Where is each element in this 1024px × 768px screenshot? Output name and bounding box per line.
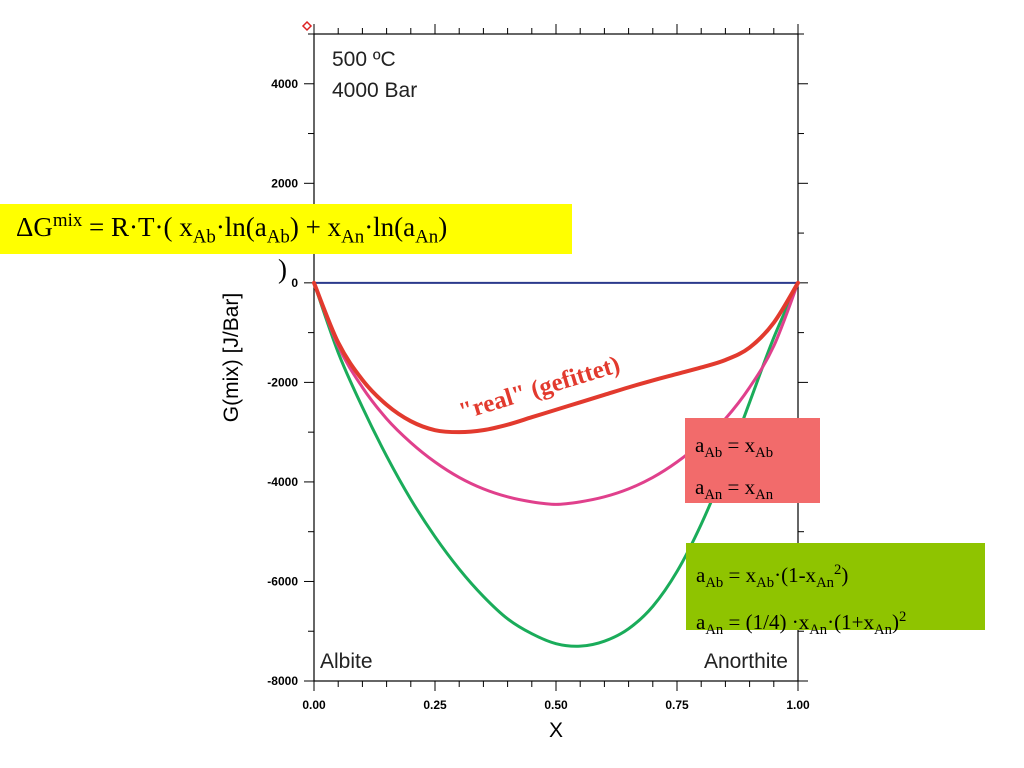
- formula-eq: = R·T·( x: [82, 212, 193, 242]
- model-sub-ab-r: Ab: [756, 575, 775, 592]
- corner-marker: [301, 20, 313, 32]
- albite-label: Albite: [320, 650, 373, 673]
- ideal-activity-box: aAb = xAb aAn = xAn: [685, 418, 820, 503]
- formula-close: ): [438, 212, 448, 242]
- formula-sub-ab2: Ab: [266, 226, 290, 248]
- y-axis-title: G(mix) [J/Bar]: [220, 293, 243, 423]
- formula-sub-an2: An: [415, 226, 439, 248]
- model-a: a: [696, 563, 706, 587]
- x-tick-label: 0.75: [665, 698, 689, 712]
- series-line-1: [312, 280, 800, 435]
- model-sub-an: An: [705, 622, 724, 639]
- model-an-line: aAn = (1/4) ·xAn·(1+xAn)2: [696, 600, 985, 647]
- formula-sup-mix: mix: [52, 210, 83, 231]
- ideal-sub-an-r: An: [755, 487, 774, 504]
- model-close2: ): [891, 610, 899, 635]
- model-sup-sq2: 2: [898, 609, 907, 626]
- model-sub-an-s: An: [816, 575, 835, 592]
- y-tick-label: 0: [291, 276, 298, 290]
- ideal-sub-an: An: [704, 487, 723, 504]
- x-axis-title: X: [549, 719, 563, 742]
- model-eq2: = (1/4) ·x: [723, 610, 810, 635]
- formula-ln2: ·ln(a: [364, 212, 416, 242]
- formula-box: ΔGmix = R·T·( xAb·ln(aAb) + xAn·ln(aAn): [0, 204, 572, 254]
- y-tick-label: 2000: [271, 176, 298, 190]
- formula-sub-an: An: [341, 226, 365, 248]
- model-sub-an-s2: An: [874, 622, 892, 639]
- x-tick-label: 0.25: [423, 698, 447, 712]
- y-tick-label: 4000: [271, 77, 298, 91]
- ideal-a: a: [695, 433, 705, 457]
- condition-label: 500 ºC: [332, 48, 396, 71]
- ideal-a2: a: [695, 475, 705, 500]
- model-ab-line: aAb = xAb·(1-xAn2): [696, 553, 985, 600]
- formula-plus: ) + x: [289, 212, 342, 242]
- ideal-sub-ab-r: Ab: [755, 445, 774, 462]
- formula-ln1: ·ln(a: [215, 212, 267, 242]
- model-rest1: ·(1-x: [774, 563, 817, 587]
- ideal-ab-line: aAb = xAb: [695, 428, 820, 470]
- formula-sub-ab: Ab: [192, 226, 216, 248]
- ideal-an-line: aAn = xAn: [695, 470, 820, 512]
- formula-lhs: ΔG: [16, 212, 53, 242]
- model-a2: a: [696, 610, 706, 635]
- ideal-sub-ab: Ab: [704, 445, 723, 462]
- y-tick-label: -6000: [267, 574, 298, 588]
- model-eq1: = x: [723, 563, 757, 587]
- x-tick-label: 0.00: [302, 698, 326, 712]
- anorthite-label: Anorthite: [704, 650, 788, 673]
- y-tick-label: -2000: [267, 375, 298, 389]
- model-activity-box: aAb = xAb·(1-xAn2) aAn = (1/4) ·xAn·(1+x…: [686, 543, 985, 638]
- ideal-eq2: = x: [722, 475, 756, 500]
- y-tick-label: -4000: [267, 475, 298, 489]
- x-tick-label: 1.00: [786, 698, 810, 712]
- model-sub-an-r: An: [809, 622, 828, 639]
- x-tick-label: 0.50: [544, 698, 568, 712]
- ideal-eq1: = x: [722, 433, 756, 457]
- model-close1: ): [841, 563, 849, 587]
- model-sub-ab: Ab: [705, 575, 724, 592]
- axes-frame: 4000 2000 0 -2000 -4000 -6000 -8000 0.00 0.25 0.5…: [267, 24, 810, 712]
- y-tick-label: -8000: [267, 674, 298, 688]
- model-rest2: ·(1+x: [827, 610, 874, 635]
- model-sup-sq: 2: [834, 562, 842, 578]
- condition-label: 4000 Bar: [332, 79, 417, 102]
- formula-tail: ): [278, 254, 287, 284]
